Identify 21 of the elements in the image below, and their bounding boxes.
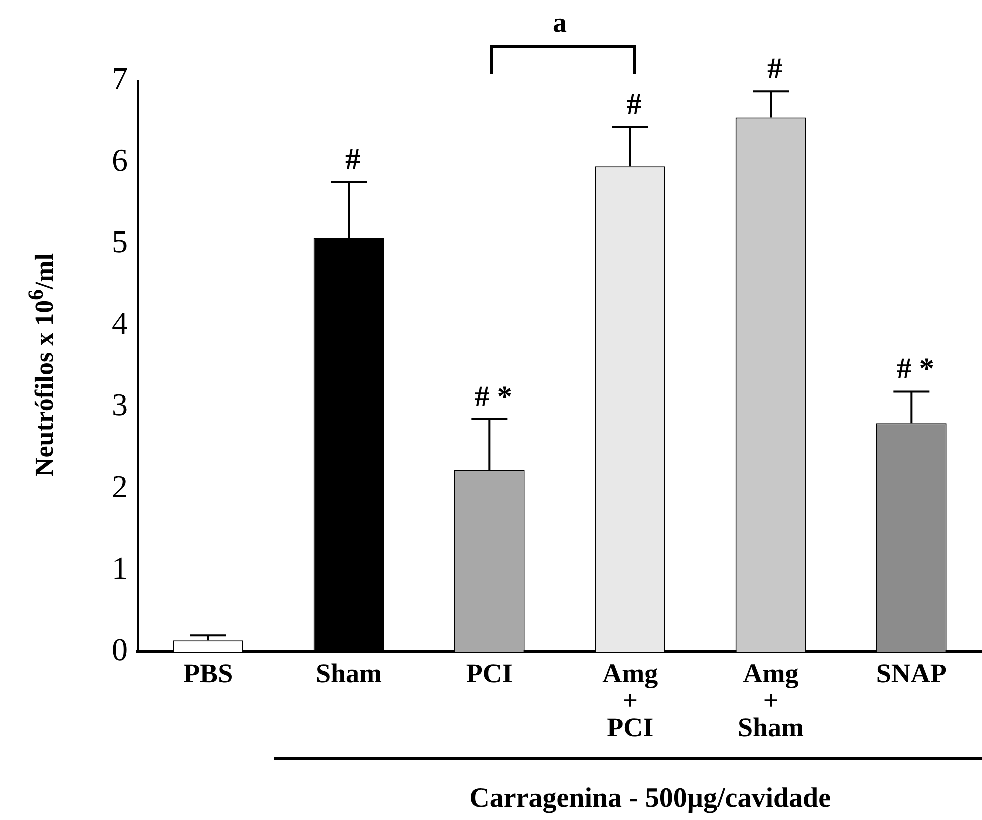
annotation: # [768, 52, 782, 86]
annotation: # [346, 142, 360, 176]
y-tick-label: 1 [112, 550, 128, 586]
x-tick-label: SNAP [876, 658, 947, 688]
y-tick-label: 3 [112, 386, 128, 423]
x-tick-label: Amg + PCI [602, 658, 659, 742]
text: a [553, 8, 567, 40]
annotation: # * [474, 380, 512, 414]
x-tick-label: Sham [316, 658, 383, 688]
y-tick-label: 7 [112, 60, 128, 96]
x-tick-label: Amg + Sham [738, 658, 805, 742]
y-tick-label: 5 [112, 224, 128, 260]
x-tick-label: PCI [466, 658, 513, 688]
y-tick-label: 2 [112, 468, 128, 504]
y-tick-label: 6 [112, 142, 128, 178]
annotation: # [626, 88, 642, 122]
x-axis-title: Carragenina - 500µg/cavidade [470, 783, 832, 814]
y-tick-label: 0 [112, 631, 128, 668]
annotation: # * [896, 352, 934, 386]
x-tick-label: PBS [184, 658, 234, 688]
y-tick-label: 4 [112, 305, 128, 342]
